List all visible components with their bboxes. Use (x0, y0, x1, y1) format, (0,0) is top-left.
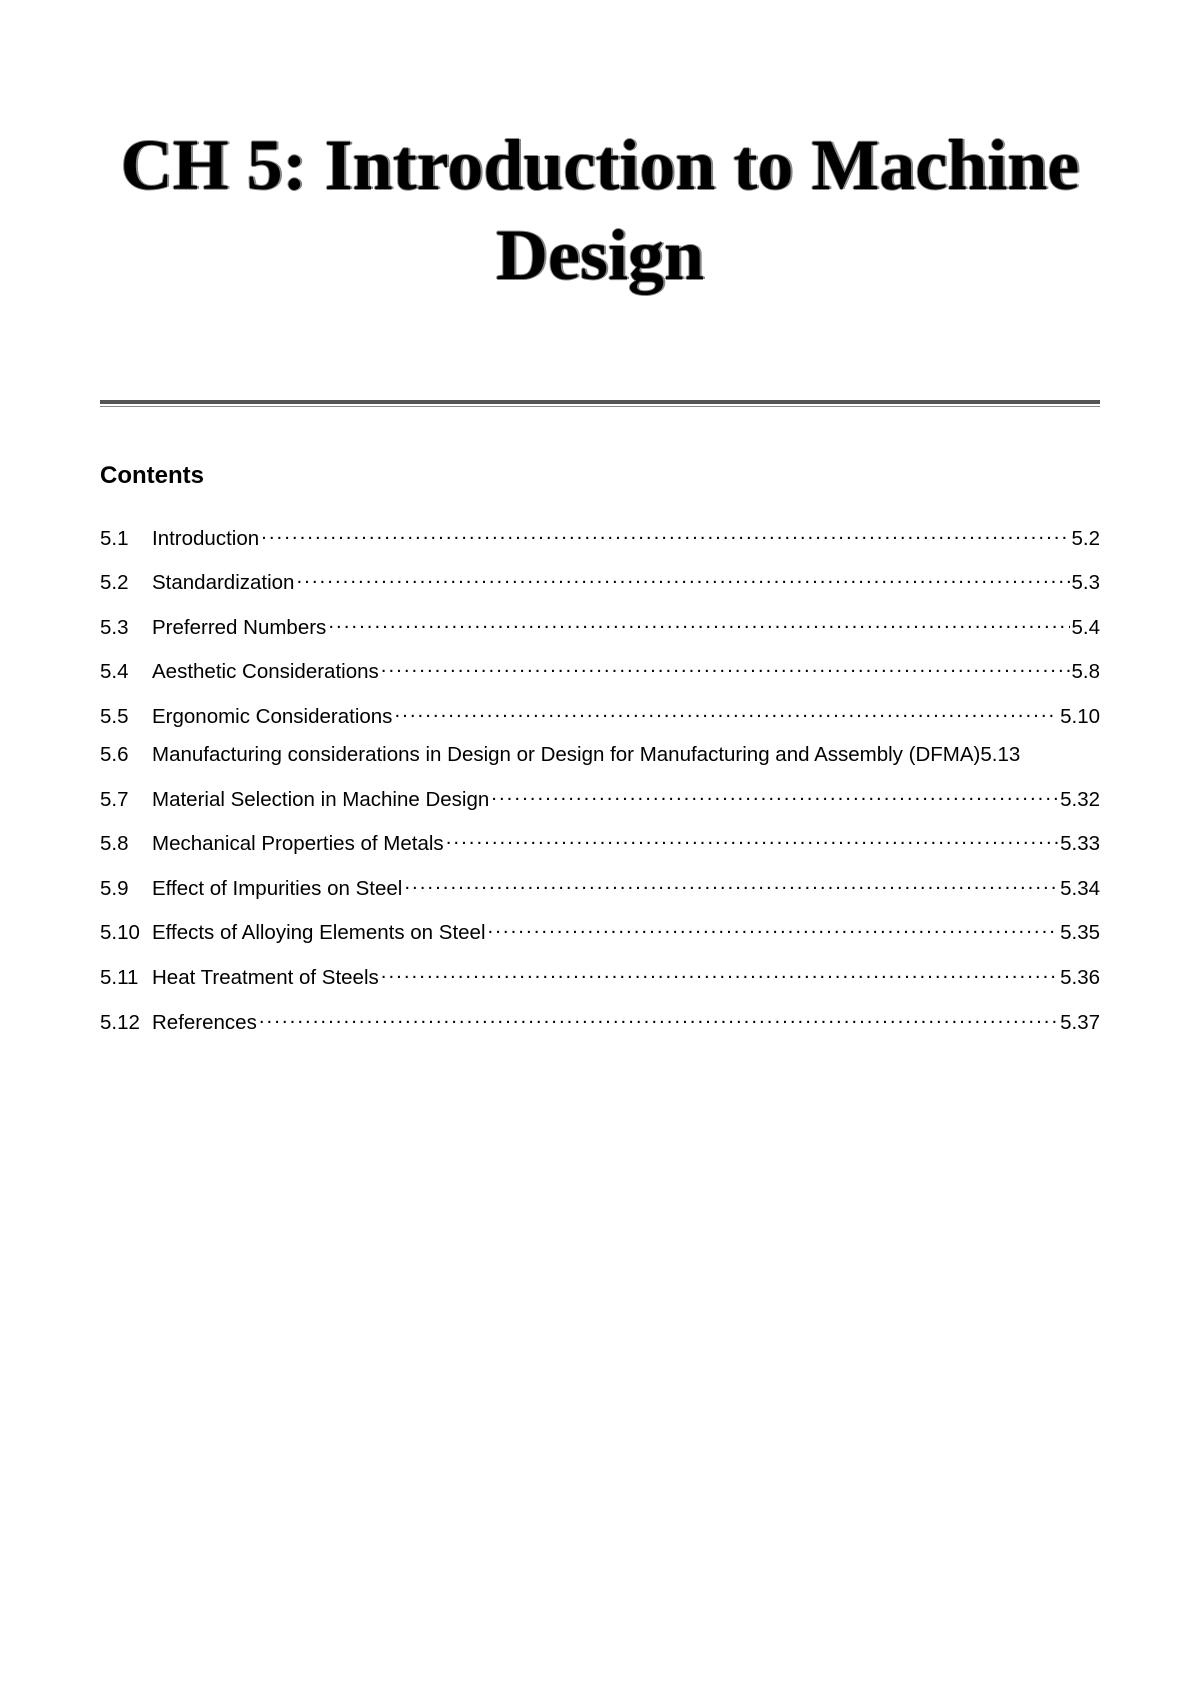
toc-section-title: Standardization (152, 571, 294, 595)
toc-page-number: 5.36 (1060, 966, 1100, 990)
toc-row: 5.4Aesthetic Considerations 5.8 (100, 654, 1100, 685)
toc-row: 5.5Ergonomic Considerations 5.10 (100, 698, 1100, 729)
contents-heading: Contents (100, 462, 1100, 490)
toc-page-number: 5.35 (1060, 921, 1100, 945)
toc-section-number: 5.9 (100, 877, 152, 901)
toc-page-number: 5.2 (1072, 527, 1101, 551)
chapter-title: CH 5: Introduction to Machine Design (100, 120, 1100, 300)
toc-leader-dots (491, 781, 1058, 806)
toc-section-title: Effect of Impurities on Steel (152, 877, 402, 901)
toc-section-title: Heat Treatment of Steels (152, 966, 379, 990)
table-of-contents: 5.1Introduction5.25.2Standardization5.35… (100, 520, 1100, 1035)
toc-section-number: 5.5 (100, 705, 152, 729)
toc-leader-dots (381, 654, 1070, 679)
toc-leader-dots (394, 698, 1058, 723)
toc-section-number: 5.2 (100, 571, 152, 595)
toc-section-number: 5.7 (100, 788, 152, 812)
toc-page-number: 5.34 (1060, 877, 1100, 901)
toc-row: 5.1Introduction 5.2 (100, 520, 1100, 551)
toc-section-number: 5.12 (100, 1011, 152, 1035)
toc-row: 5.9Effect of Impurities on Steel 5.34 (100, 870, 1100, 901)
toc-section-number: 5.10 (100, 921, 152, 945)
toc-section-number: 5.6 (100, 743, 152, 767)
toc-section-title: Effects of Alloying Elements on Steel (152, 921, 486, 945)
toc-page-number: 5.8 (1072, 660, 1101, 684)
toc-leader-dots (296, 565, 1069, 590)
toc-section-title: Aesthetic Considerations (152, 660, 379, 684)
toc-row: 5.10Effects of Alloying Elements on Stee… (100, 915, 1100, 946)
toc-section-number: 5.1 (100, 527, 152, 551)
toc-page-number: 5.33 (1060, 832, 1100, 856)
toc-leader-dots (488, 915, 1059, 940)
toc-leader-dots (446, 826, 1058, 851)
toc-row: 5.3Preferred Numbers 5.4 (100, 609, 1100, 640)
toc-section-number: 5.4 (100, 660, 152, 684)
toc-page-number: 5.10 (1060, 705, 1100, 729)
horizontal-rule (100, 400, 1100, 407)
toc-section-title: References (152, 1011, 257, 1035)
toc-section-title: Preferred Numbers (152, 616, 326, 640)
toc-row: 5.6Manufacturing considerations in Desig… (100, 743, 1100, 767)
toc-section-number: 5.8 (100, 832, 152, 856)
toc-leader-dots (259, 1004, 1058, 1029)
toc-row: 5.8Mechanical Properties of Metals 5.33 (100, 826, 1100, 857)
toc-leader-dots (328, 609, 1069, 634)
toc-section-title: Manufacturing considerations in Design o… (152, 743, 980, 767)
toc-section-title: Mechanical Properties of Metals (152, 832, 444, 856)
toc-section-title: Material Selection in Machine Design (152, 788, 489, 812)
toc-row: 5.11Heat Treatment of Steels 5.36 (100, 959, 1100, 990)
toc-page-number: 5.3 (1072, 571, 1101, 595)
toc-row: 5.2Standardization 5.3 (100, 565, 1100, 596)
toc-row: 5.7Material Selection in Machine Design 5… (100, 781, 1100, 812)
toc-page-number: 5.32 (1060, 788, 1100, 812)
toc-page-number: 5.4 (1072, 616, 1101, 640)
toc-leader-dots (261, 520, 1069, 545)
toc-section-title: Ergonomic Considerations (152, 705, 392, 729)
toc-row: 5.12References 5.37 (100, 1004, 1100, 1035)
toc-page-number: 5.37 (1060, 1011, 1100, 1035)
toc-section-title: Introduction (152, 527, 259, 551)
toc-section-number: 5.11 (100, 966, 152, 990)
toc-leader-dots (381, 959, 1058, 984)
toc-page-number: 5.13 (980, 743, 1020, 767)
toc-leader-dots (404, 870, 1058, 895)
toc-section-number: 5.3 (100, 616, 152, 640)
